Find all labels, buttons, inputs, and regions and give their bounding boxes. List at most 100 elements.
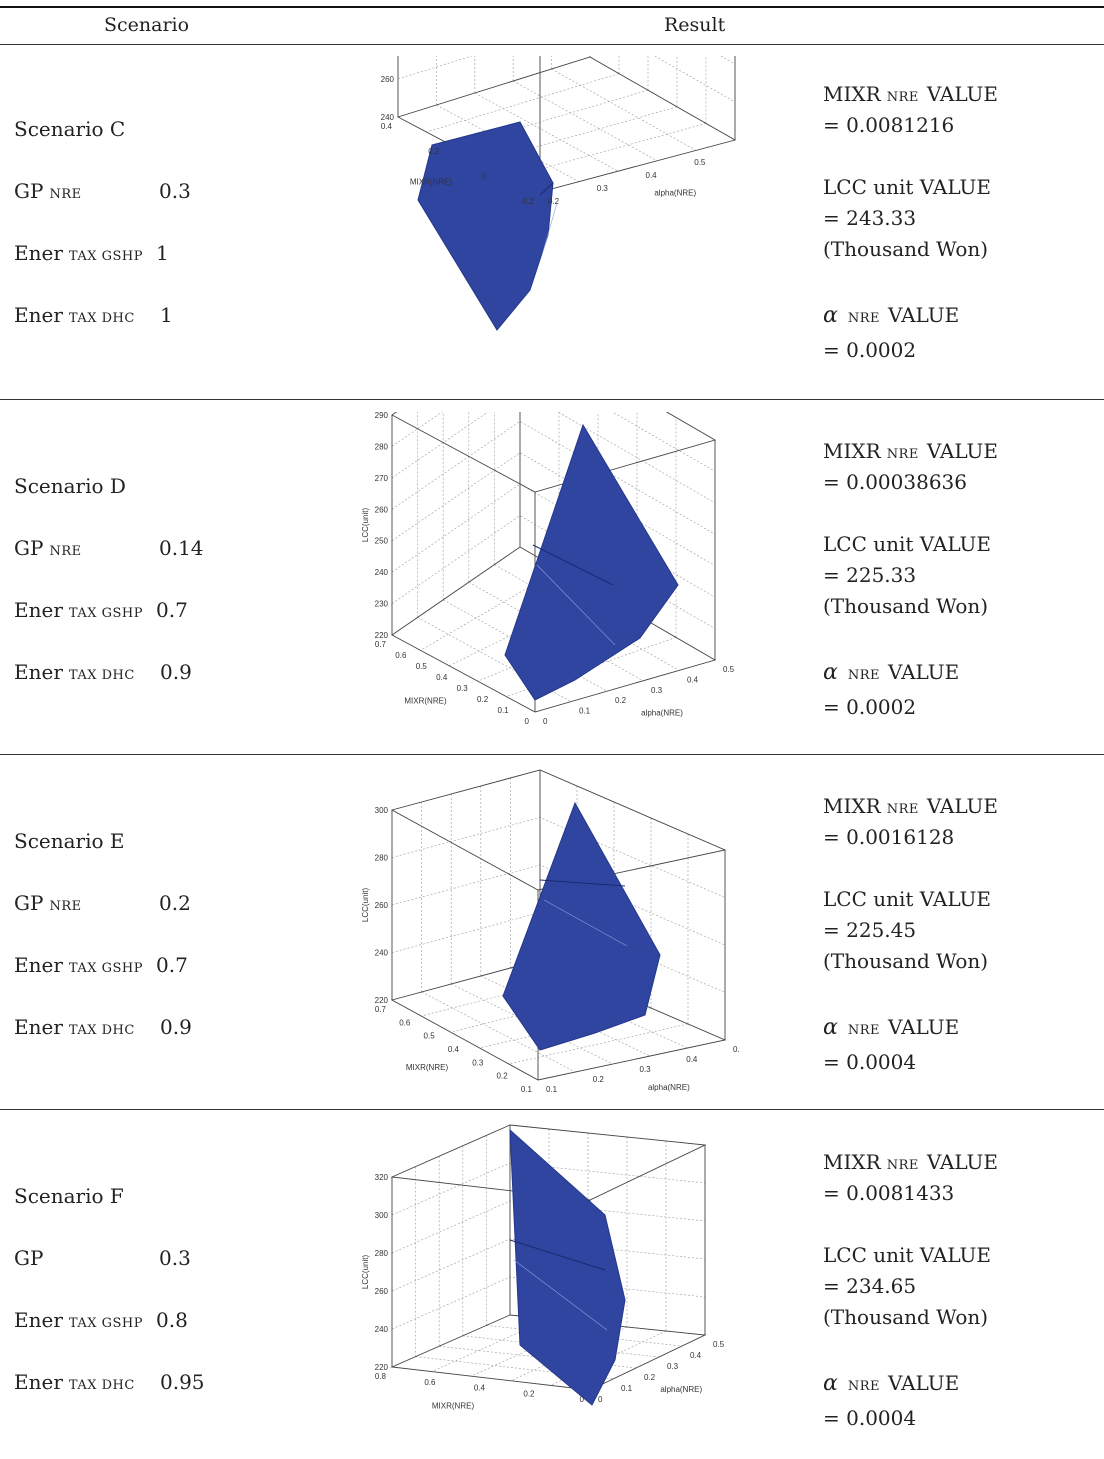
ener-tax-gshp-param: Ener TAX GSHP 0.7 [14, 598, 188, 622]
dhc-label: Ener [14, 1370, 63, 1394]
z-tick-label: 260 [375, 901, 389, 910]
gshp-subscript: TAX GSHP [68, 249, 144, 264]
alpha-line: α NRE VALUE [823, 1015, 959, 1040]
surface-chart-svg: 220 240 260 280 300 0.1 0.2 0.3 0.4 0.5 0.6 0.7 0.1 0… [361, 769, 740, 1094]
gp-subscript: NRE [49, 187, 82, 202]
x-tick-label: 0.2 [477, 695, 489, 704]
lcc-value: = 243.33 [823, 206, 917, 230]
gp-label: GP [14, 891, 44, 915]
surface-mesh [504, 423, 679, 701]
alpha-value-label: VALUE [888, 1015, 960, 1039]
x-tick-label: 0.7 [375, 640, 387, 649]
mixr-line: MIXR NRE VALUE [823, 794, 998, 818]
grid-line [483, 106, 678, 163]
x-tick-label: 0.3 [472, 1058, 484, 1067]
y-tick-label: 0.4 [646, 171, 658, 180]
y-tick-label: 0.2 [548, 197, 560, 206]
x-tick-label: 0.2 [523, 1389, 535, 1398]
gshp-value: 0.7 [156, 598, 188, 622]
ener-tax-dhc-param: Ener TAX DHC 0.95 [14, 1370, 205, 1394]
mixr-line: MIXR NRE VALUE [823, 1150, 998, 1174]
ener-tax-dhc-param: Ener TAX DHC 1 [14, 303, 173, 327]
lcc-value: = 234.65 [823, 1274, 917, 1298]
x-tick-label: 0 [482, 172, 487, 181]
grid-line [420, 569, 560, 651]
mixr-value: = 0.0081216 [823, 113, 955, 137]
y-tick-label: 0.2 [615, 696, 627, 705]
surface-mesh [502, 801, 661, 1051]
lcc-value: = 225.33 [823, 563, 917, 587]
row-divider [0, 399, 1104, 400]
y-tick-label: 0.5 [723, 665, 735, 674]
x-tick-label: 0.4 [474, 1384, 486, 1393]
gp-label: GP [14, 536, 44, 560]
surface-highlight [541, 202, 558, 256]
alpha-subscript: NRE [847, 311, 881, 326]
ener-tax-gshp-param: Ener TAX GSHP 0.7 [14, 953, 188, 977]
z-axis-label: LCC(unit) [361, 888, 370, 923]
header-result: Result [664, 14, 726, 36]
lcc-label: LCC unit VALUE [823, 887, 991, 911]
lcc-label: LCC unit VALUE [823, 1243, 991, 1267]
alpha-value: = 0.0004 [823, 1406, 917, 1430]
gp-subscript: NRE [49, 899, 82, 914]
y-tick-label: 0.2 [644, 1373, 656, 1382]
mixr-label: MIXR [823, 1150, 881, 1174]
z-tick-label: 230 [375, 600, 389, 609]
alpha-value-label: VALUE [888, 660, 960, 684]
x-tick-label: 0.6 [424, 1378, 436, 1387]
x-tick-label: 0.3 [457, 684, 469, 693]
gshp-subscript: TAX GSHP [68, 961, 144, 976]
z-tick-label: 220 [375, 1363, 389, 1372]
surface-chart: 220 240 260 280 300 320 0 0.2 0.4 0.6 0.8 0 0.1 0.2 0.… [360, 1120, 740, 1450]
lcc-unit: (Thousand Won) [823, 594, 989, 618]
dhc-value: 0.9 [160, 660, 192, 684]
z-tick-label: 320 [375, 1173, 389, 1182]
y-tick-label: 0.1 [621, 1384, 633, 1393]
z-tick-label: 270 [375, 474, 389, 483]
gshp-value: 0.8 [156, 1308, 188, 1332]
alpha-line: α NRE VALUE [823, 660, 959, 685]
gp-label: GP [14, 1246, 44, 1270]
y-axis-label: alpha(NRE) [648, 1083, 690, 1092]
y-axis-label: alpha(NRE) [641, 708, 683, 717]
surface-chart-svg: 220 230 240 250 260 270 280 290 0 0.1 0.2 0.3 0.4 0.5… [361, 412, 735, 726]
surface-chart: 240260280300320340-0.200.20.40.20.30.40.… [360, 56, 740, 386]
x-axis-label: MIXR(NRE) [404, 697, 447, 706]
gp-value: 0.14 [159, 536, 204, 560]
grid-line [421, 991, 576, 1073]
gshp-label: Ener [14, 241, 63, 265]
scenario-name: Scenario C [14, 117, 126, 141]
gshp-subscript: TAX GSHP [68, 1316, 144, 1331]
grid-line [720, 56, 736, 65]
dhc-subscript: TAX DHC [68, 1023, 135, 1038]
alpha-symbol: α [823, 1015, 838, 1040]
grid-line [391, 452, 716, 566]
grid-line [462, 1335, 660, 1358]
grid-line [550, 1330, 667, 1386]
x-tick-label: 0.4 [448, 1045, 460, 1054]
surface-highlight [513, 1259, 608, 1331]
row-divider [0, 754, 1104, 755]
gshp-subscript: TAX GSHP [68, 606, 144, 621]
y-tick-label: 0.3 [651, 686, 663, 695]
gshp-label: Ener [14, 1308, 63, 1332]
lcc-label: LCC unit VALUE [823, 175, 991, 199]
mixr-subscript: NRE [886, 802, 919, 817]
scenario-name: Scenario D [14, 474, 126, 498]
surface-ridge [509, 1239, 606, 1271]
row-divider [0, 1109, 1104, 1110]
y-tick-label: 0.4 [687, 675, 699, 684]
mixr-value-label: VALUE [926, 1150, 999, 1174]
alpha-value: = 0.0004 [823, 1050, 917, 1074]
z-tick-label: 220 [375, 996, 389, 1005]
gp-value: 0.2 [159, 891, 191, 915]
x-tick-label: 0.2 [497, 1072, 509, 1081]
gp-param: GP NRE 0.14 [14, 536, 204, 560]
gshp-value: 0.7 [156, 953, 188, 977]
y-tick-label: 0.3 [640, 1065, 652, 1074]
dhc-label: Ener [14, 660, 63, 684]
z-tick-label: 260 [375, 1287, 389, 1296]
mixr-value-label: VALUE [926, 82, 999, 106]
z-tick-label: 220 [375, 631, 389, 640]
